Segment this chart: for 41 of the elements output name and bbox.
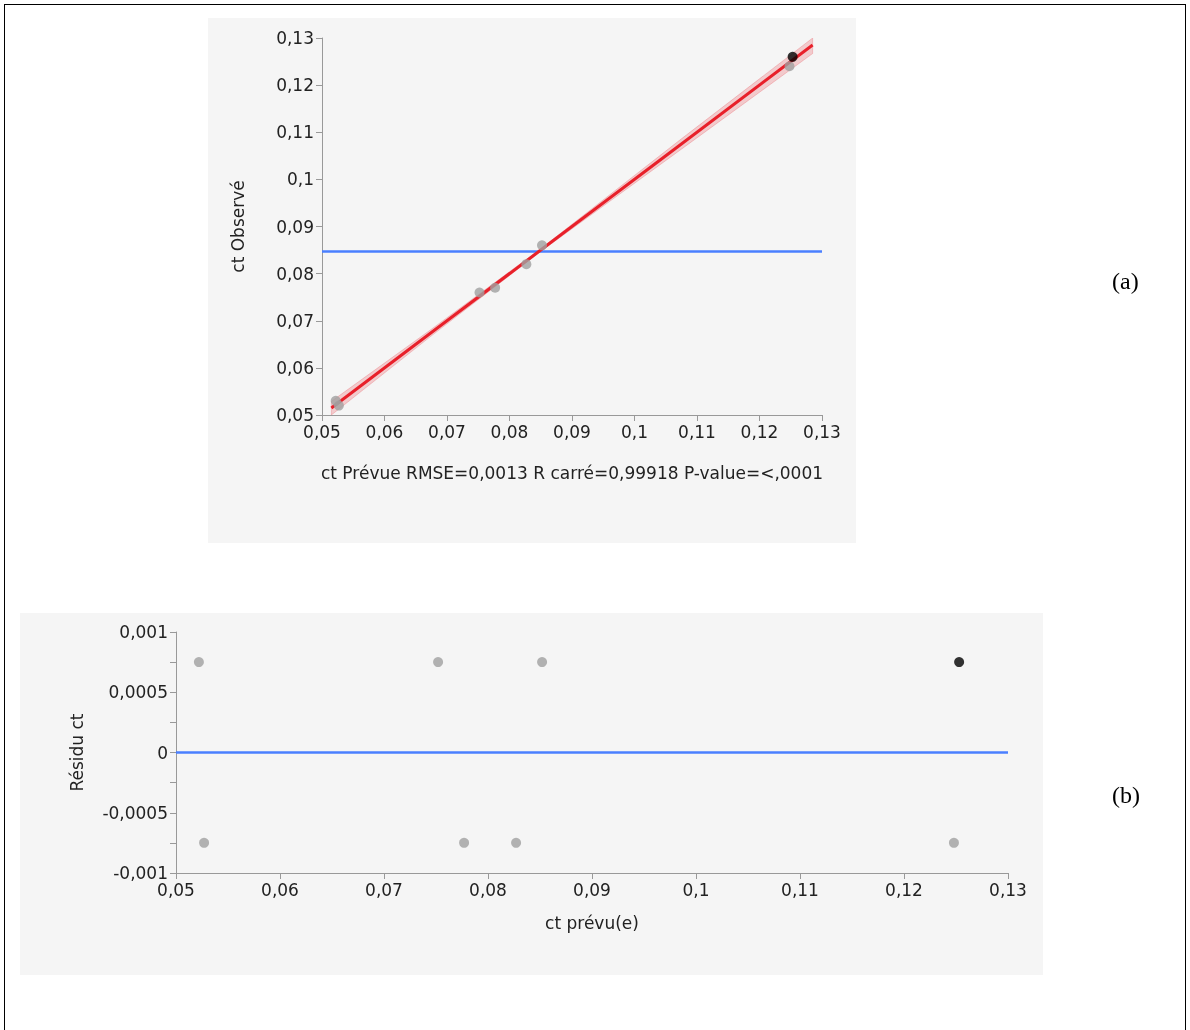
point — [787, 51, 798, 62]
point — [333, 400, 344, 411]
y-tick-label: 0,12 — [276, 75, 314, 96]
y-tick-label: 0,09 — [276, 216, 314, 237]
y-tick-label: 0,08 — [276, 263, 314, 284]
point — [521, 259, 532, 270]
y-axis-title: ct Observé — [228, 180, 248, 273]
y-tick-label: 0,1 — [286, 169, 314, 190]
x-tick-label: 0,13 — [989, 879, 1027, 900]
x-tick-label: 0,06 — [365, 421, 404, 442]
y-tick-label: 0,0005 — [108, 682, 168, 703]
x-tick-label: 0,11 — [781, 879, 819, 900]
x-tick-label: 0,07 — [428, 421, 466, 442]
point — [537, 240, 547, 251]
y-tick-label: -0,0005 — [102, 802, 168, 823]
x-tick-label: 0,1 — [682, 879, 710, 900]
x-tick-label: 0,09 — [553, 421, 591, 442]
x-tick-label: 0,1 — [620, 421, 649, 442]
x-tick-label: 0,08 — [469, 879, 507, 900]
x-tick-label: 0,12 — [740, 421, 779, 442]
x-tick-label: 0,11 — [678, 421, 716, 442]
x-axis-title: ct prévu(e) — [545, 913, 639, 933]
point — [784, 61, 795, 72]
x-tick-label: 0,07 — [365, 879, 403, 900]
x-tick-label: 0,06 — [261, 879, 299, 900]
text: (b) — [1112, 782, 1140, 809]
x-tick-label: 0,09 — [573, 879, 611, 900]
y-tick-label: 0,06 — [276, 357, 314, 378]
x-tick-label: 0,13 — [803, 421, 841, 442]
y-tick-label: 0,07 — [276, 310, 314, 331]
y-tick-label: 0,001 — [119, 622, 168, 642]
x-tick-label: 0,12 — [885, 879, 923, 900]
y-tick-label: 0 — [157, 742, 168, 763]
point — [474, 287, 485, 298]
x-tick-label: 0,08 — [490, 421, 529, 442]
y-axis-title: Résidu ct — [67, 713, 88, 792]
text: (a) — [1112, 268, 1139, 295]
point — [490, 282, 501, 293]
x-axis-title: ct Prévue RMSE=0,0013 R carré=0,99918 P-value=<,0001 — [320, 463, 824, 483]
y-tick-label: 0,11 — [276, 122, 314, 143]
y-tick-label: 0,13 — [276, 28, 314, 48]
